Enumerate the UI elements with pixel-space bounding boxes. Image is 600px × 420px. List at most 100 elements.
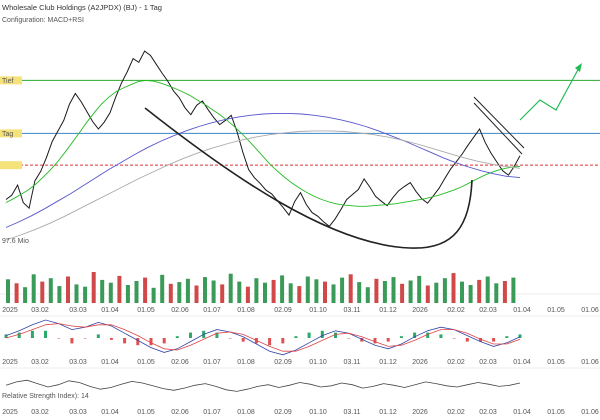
volume-bar — [211, 280, 216, 303]
volume-bar — [254, 278, 259, 303]
macd-histogram-bar — [518, 334, 522, 338]
x-tick-label: 01.06 — [581, 307, 599, 314]
x-tick-label: 03.11 — [344, 359, 361, 366]
x-tick-label: 02.03 — [479, 307, 497, 314]
x-tick-label: 01.12 — [379, 307, 397, 314]
macd-histogram-bar — [439, 334, 443, 338]
x-tick-label: 03.03 — [69, 307, 87, 314]
x-tick-label: 03.02 — [31, 359, 49, 366]
x-tick-label: 02.06 — [171, 359, 189, 366]
volume-bar — [83, 286, 88, 303]
x-tick-label: 01.05 — [547, 307, 565, 314]
macd-histogram-bar — [17, 332, 21, 338]
price-series-line — [5, 130, 521, 241]
chart-title: Wholesale Club Holdings (A2JPDX) (BJ) - … — [2, 3, 162, 12]
x-tick-label: 2025 — [2, 359, 18, 366]
price-panel: Tief Tag 97.6 Mio — [0, 50, 600, 245]
volume-bar — [108, 282, 113, 303]
macd-histogram-bar — [360, 338, 364, 342]
price-series-line — [5, 50, 521, 227]
macd-histogram-bar — [268, 338, 272, 346]
macd-histogram-bar — [189, 332, 192, 338]
volume-bar — [117, 275, 122, 303]
macd-histogram-bar — [175, 336, 179, 338]
x-tick-label: 01.05 — [137, 359, 155, 366]
x-tick-label: 01.04 — [513, 409, 531, 416]
macd-histogram-bar — [96, 334, 100, 338]
macd-histogram-bar — [479, 338, 482, 342]
volume-bar — [271, 279, 276, 303]
volume-bar — [331, 284, 336, 303]
volume-panel — [6, 272, 516, 303]
x-tick-label: 01.05 — [547, 359, 565, 366]
x-tick-label: 01.06 — [581, 409, 599, 416]
volume-bar — [91, 272, 96, 303]
macd-histogram-bar — [334, 332, 337, 338]
macd-histogram-bar — [57, 338, 61, 339]
macd-histogram-bar — [44, 330, 47, 338]
x-tick-label: 02.03 — [479, 409, 497, 416]
x-tick-label: 2025 — [2, 409, 18, 416]
x-tick-label: 01.05 — [137, 307, 155, 314]
volume-bar — [511, 277, 516, 303]
macd-histogram-bar — [505, 336, 509, 338]
macd-histogram-bar — [109, 338, 113, 340]
volume-bar — [14, 283, 19, 303]
x-tick-label: 03.03 — [69, 409, 87, 416]
volume-bar — [185, 278, 190, 303]
x-tick-label: 01.05 — [547, 409, 565, 416]
x-tick-label: 03.11 — [344, 409, 361, 416]
volume-bar — [382, 281, 387, 303]
macd-histogram-bar — [162, 338, 166, 344]
x-tick-label: 01.10 — [309, 359, 327, 366]
volume-bar — [228, 273, 233, 303]
volume-bar — [391, 277, 396, 303]
rsi-series-line — [5, 379, 521, 392]
volume-bar — [288, 283, 293, 303]
x-tick-label: 02.06 — [171, 307, 189, 314]
x-tick-label: 02.02 — [447, 409, 465, 416]
x-tick-label: 2026 — [412, 307, 428, 314]
volume-bar — [460, 281, 464, 303]
macd-histogram-bar — [386, 338, 390, 342]
x-tick-label: 01.07 — [203, 307, 221, 314]
macd-histogram-bar — [70, 338, 74, 344]
chart-subtitle: Configuration: MACD+RSI — [2, 17, 84, 24]
volume-bar — [143, 277, 148, 303]
macd-histogram-bar — [228, 338, 232, 339]
x-tick-label: 01.07 — [203, 409, 221, 416]
x-tick-label: 01.04 — [101, 409, 119, 416]
x-tick-label: 01.08 — [237, 409, 255, 416]
level-label-badge — [0, 161, 22, 170]
triangle-lower-trendline — [473, 102, 523, 155]
volume-bar — [245, 286, 250, 303]
volume-bar — [305, 276, 310, 303]
macd-histogram-bar — [399, 336, 403, 338]
macd-series-line — [5, 323, 521, 352]
volume-bar — [177, 282, 182, 303]
macd-histogram-bar — [136, 338, 140, 346]
x-tick-label: 01.07 — [203, 359, 221, 366]
x-tick-label: 01.12 — [379, 409, 397, 416]
rsi-panel — [5, 379, 521, 392]
volume-bar — [23, 287, 28, 303]
macd-histogram-bar — [149, 338, 153, 346]
volume-bar — [48, 278, 53, 303]
x-tick-label: 2026 — [412, 359, 428, 366]
level-label: Tag — [2, 131, 13, 138]
macd-histogram-bar — [123, 338, 127, 344]
volume-bar — [263, 282, 267, 303]
forecast-arrowhead-icon — [575, 63, 582, 72]
x-tick-label: 01.08 — [237, 359, 255, 366]
macd-histogram-bar — [426, 332, 430, 338]
x-tick-label: 2026 — [412, 409, 428, 416]
volume-bar — [220, 284, 225, 303]
volume-bar — [6, 279, 10, 303]
volume-bar — [194, 285, 199, 303]
macd-histogram-bar — [307, 332, 311, 338]
x-tick-label: 02.03 — [479, 359, 497, 366]
macd-series-line — [5, 319, 521, 356]
x-tick-label: 03.03 — [69, 359, 87, 366]
volume-bar — [160, 274, 165, 303]
volume-bar — [357, 282, 362, 303]
